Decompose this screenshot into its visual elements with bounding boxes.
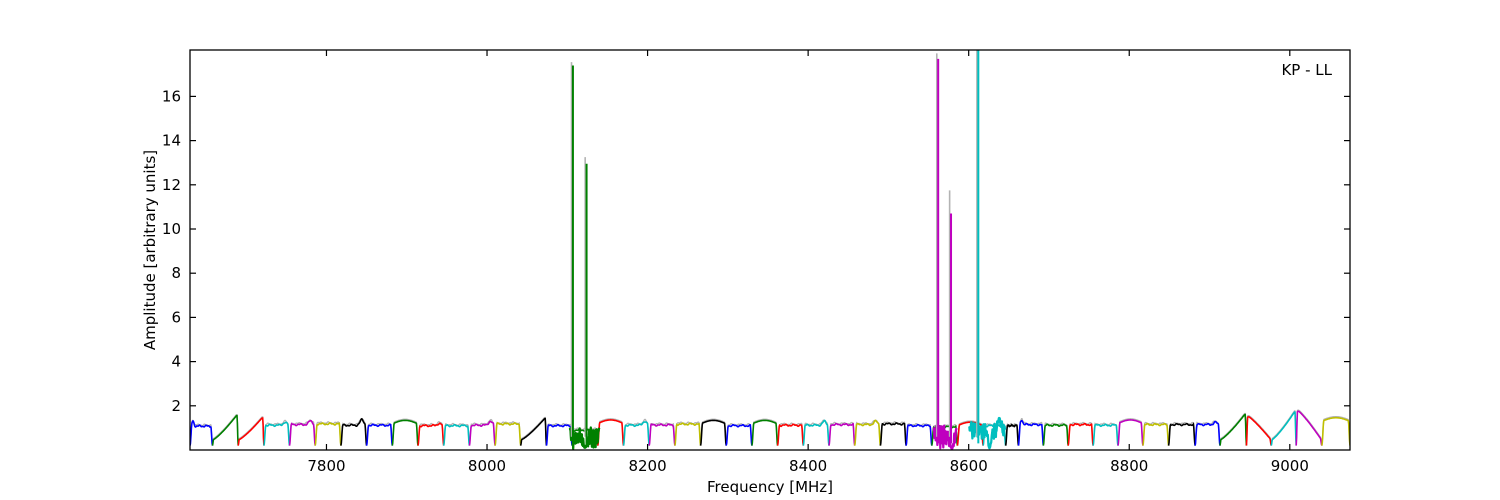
x-tick-label: 8800 <box>1110 457 1148 475</box>
band-line <box>237 417 265 446</box>
band-line <box>519 417 548 446</box>
band-line <box>828 422 856 446</box>
band-line <box>699 419 727 446</box>
shadow-line <box>725 422 753 445</box>
shadow-line <box>391 418 419 445</box>
shadow-line <box>1167 421 1196 445</box>
band-line <box>1092 423 1119 446</box>
band-line <box>751 419 779 446</box>
shadow-line <box>314 421 342 445</box>
shadow-line <box>1321 415 1350 445</box>
shadow-line <box>340 418 368 445</box>
shadow-line <box>494 421 522 445</box>
shadow-line <box>417 421 445 445</box>
shadow-line <box>776 422 804 445</box>
band-line <box>879 422 907 446</box>
band-line <box>211 414 239 446</box>
plot-border <box>189 49 1351 451</box>
band-line <box>1067 422 1094 446</box>
band-line <box>417 422 445 446</box>
band-line <box>1042 423 1069 446</box>
band-line <box>494 422 522 446</box>
band-line <box>853 419 882 446</box>
band-line <box>288 419 316 446</box>
y-tick-label: 4 <box>171 353 181 371</box>
shadow-line <box>905 422 933 445</box>
y-tick-label: 6 <box>171 308 181 326</box>
band-line <box>1017 419 1045 446</box>
band-line <box>648 423 676 446</box>
band-line <box>263 421 291 446</box>
band-line <box>1142 422 1170 446</box>
plot-annotation: KP - LL <box>1281 61 1332 79</box>
band-line <box>190 420 214 446</box>
band-line <box>725 423 753 446</box>
y-tick-label: 12 <box>162 176 181 194</box>
band-line <box>314 422 342 446</box>
y-tick-label: 8 <box>171 264 181 282</box>
x-tick-label: 9000 <box>1271 457 1309 475</box>
band-line <box>391 419 419 446</box>
band-line <box>776 423 805 446</box>
band-line <box>674 422 702 446</box>
band-line <box>1295 410 1323 446</box>
band-line <box>1004 423 1020 446</box>
shadow-line <box>751 418 779 445</box>
x-tick-label: 8200 <box>628 457 666 475</box>
band-line <box>802 419 830 446</box>
shadow-line <box>648 422 676 445</box>
band-line <box>1245 416 1273 446</box>
data-layer <box>190 50 1350 450</box>
shadow-line <box>828 421 856 445</box>
band-line <box>1167 422 1196 446</box>
band-line <box>1194 420 1221 446</box>
band-line <box>1117 419 1144 446</box>
shadow-line <box>1092 422 1119 445</box>
y-tick-label: 16 <box>162 87 181 105</box>
shadow-line <box>1295 409 1323 445</box>
shadow-line <box>622 418 650 445</box>
noise-line <box>967 416 1007 450</box>
x-tick-label: 7800 <box>307 457 345 475</box>
x-tick-label: 8400 <box>789 457 827 475</box>
shadow-line <box>879 421 907 445</box>
shadow-line <box>1117 418 1144 445</box>
noise-line <box>568 426 601 450</box>
band-line <box>545 423 573 446</box>
band-line <box>442 423 471 446</box>
band-line <box>1321 416 1350 446</box>
shadow-line <box>365 422 393 445</box>
shadow-line <box>545 422 573 445</box>
shadow-line <box>674 421 702 445</box>
band-line <box>365 423 394 446</box>
band-line <box>1219 413 1248 446</box>
band-line <box>1270 411 1297 446</box>
band-line <box>905 423 933 446</box>
x-axis-label: Frequency [MHz] <box>706 478 834 496</box>
shadow-line <box>1067 421 1094 445</box>
x-tick-label: 8000 <box>468 457 506 475</box>
band-line <box>597 419 625 446</box>
y-tick-label: 14 <box>162 132 181 150</box>
shadow-line <box>1245 415 1272 445</box>
y-tick-label: 2 <box>171 397 181 415</box>
band-line <box>468 420 496 446</box>
shadow-line <box>1142 421 1170 445</box>
y-tick-label: 10 <box>162 220 181 238</box>
shadow-line <box>468 418 496 445</box>
x-tick-label: 8600 <box>950 457 988 475</box>
band-line <box>622 421 650 446</box>
shadow-line <box>597 418 625 445</box>
band-line <box>340 417 368 446</box>
shadow-line <box>263 419 291 445</box>
y-axis-label: Amplitude [arbitrary units] <box>141 149 159 351</box>
shadow-line <box>1042 422 1069 445</box>
shadow-line <box>699 418 727 445</box>
